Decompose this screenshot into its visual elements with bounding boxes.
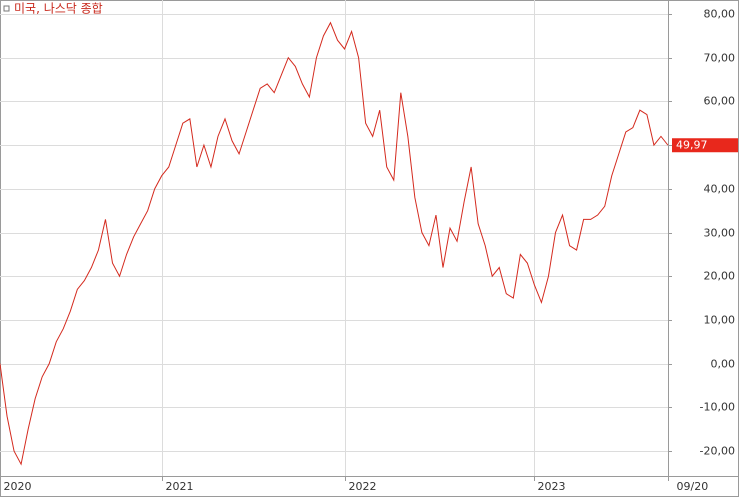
y-tick-label: -10,00	[700, 401, 735, 414]
legend-icon	[3, 5, 10, 12]
y-tick-label: 20,00	[704, 270, 736, 283]
y-tick-label: -20,00	[700, 445, 735, 458]
y-tick-label: 80,00	[704, 8, 736, 21]
y-tick-label: 30,00	[704, 227, 736, 240]
x-tick-label: 2023	[538, 480, 566, 493]
legend-label: 미국, 나스닥 종합	[14, 2, 103, 16]
plot	[0, 21, 669, 466]
y-tick-label: 10,00	[704, 314, 736, 327]
line	[0, 21, 669, 466]
x-tick-label: 2021	[166, 480, 194, 493]
y-tick-label: 40,00	[704, 183, 736, 196]
current-value-box	[672, 138, 738, 153]
x-tick-label: 09/20	[677, 480, 709, 493]
current-value-label: 49,97	[676, 139, 708, 152]
y-tick-label: 0,00	[711, 358, 736, 371]
x-tick-label: 2020	[4, 480, 32, 493]
x-tick-label: 2022	[349, 480, 377, 493]
grid	[0, 0, 668, 476]
y-tick-label: 70,00	[704, 52, 736, 65]
y-tick-label: 60,00	[704, 95, 736, 108]
